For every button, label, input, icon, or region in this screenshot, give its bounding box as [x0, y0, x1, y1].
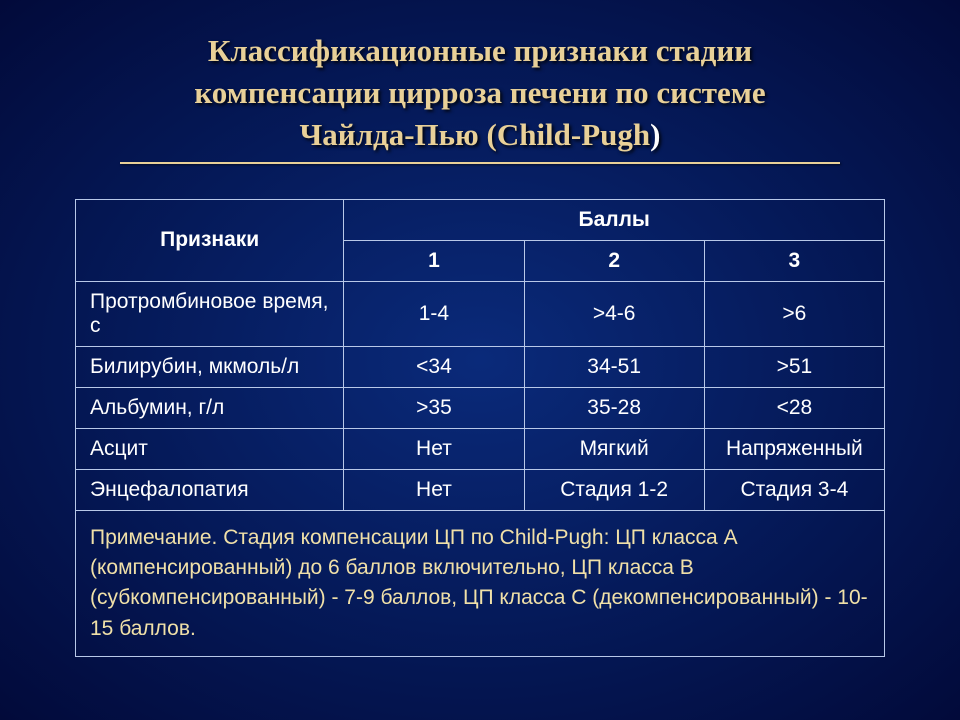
slide: Классификационные признаки стадии компен…: [0, 0, 960, 677]
row-label: Альбумин, г/л: [76, 387, 344, 428]
table-row: Билирубин, мкмоль/л <34 34-51 >51: [76, 346, 885, 387]
cell: Нет: [344, 469, 524, 510]
table-row: Энцефалопатия Нет Стадия 1-2 Стадия 3-4: [76, 469, 885, 510]
cell: 35-28: [524, 387, 704, 428]
title-line-3a: Чайлда-Пью: [300, 117, 487, 152]
cell: >6: [704, 281, 884, 346]
score-col-2: 2: [524, 240, 704, 281]
row-label: Энцефалопатия: [76, 469, 344, 510]
cell: 1-4: [344, 281, 524, 346]
table-row: Альбумин, г/л >35 35-28 <28: [76, 387, 885, 428]
title-line-1: Классификационные признаки стадии: [208, 33, 752, 68]
row-label: Асцит: [76, 428, 344, 469]
cell: >51: [704, 346, 884, 387]
table-row: Асцит Нет Мягкий Напряженный: [76, 428, 885, 469]
cell: >35: [344, 387, 524, 428]
title-line-3c: Child-Pugh: [497, 117, 650, 152]
child-pugh-table: Признаки Баллы 1 2 3 Протромбиновое врем…: [75, 199, 885, 658]
cell: Мягкий: [524, 428, 704, 469]
table-note: Примечание. Стадия компенсации ЦП по Chi…: [76, 510, 885, 657]
row-label: Билирубин, мкмоль/л: [76, 346, 344, 387]
header-signs: Признаки: [76, 199, 344, 281]
table-note-row: Примечание. Стадия компенсации ЦП по Chi…: [76, 510, 885, 657]
slide-title: Классификационные признаки стадии компен…: [55, 30, 905, 156]
cell: Напряженный: [704, 428, 884, 469]
cell: >4-6: [524, 281, 704, 346]
title-line-2: компенсации цирроза печени по системе: [194, 75, 765, 110]
title-paren-close: ): [650, 117, 660, 152]
title-underline: [120, 162, 840, 164]
table-header-row-1: Признаки Баллы: [76, 199, 885, 240]
title-paren-open: (: [486, 117, 496, 152]
table-row: Протромбиновое время, с 1-4 >4-6 >6: [76, 281, 885, 346]
cell: <28: [704, 387, 884, 428]
score-col-1: 1: [344, 240, 524, 281]
cell: 34-51: [524, 346, 704, 387]
cell: Стадия 1-2: [524, 469, 704, 510]
header-scores: Баллы: [344, 199, 885, 240]
cell: Нет: [344, 428, 524, 469]
cell: <34: [344, 346, 524, 387]
score-col-3: 3: [704, 240, 884, 281]
row-label: Протромбиновое время, с: [76, 281, 344, 346]
cell: Стадия 3-4: [704, 469, 884, 510]
